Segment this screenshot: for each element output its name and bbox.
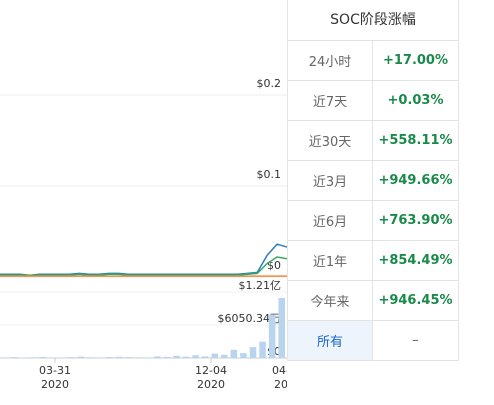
change-value: +763.90% xyxy=(378,213,453,228)
x-tick-label: 12-04 xyxy=(195,364,227,377)
change-value: +558.11% xyxy=(378,133,453,148)
volume-bar xyxy=(115,356,123,358)
period-label: 近6月 xyxy=(288,201,373,240)
volume-tick-label: $1.21亿 xyxy=(239,279,282,292)
period-label: 近3月 xyxy=(288,161,373,200)
volume-bar xyxy=(249,347,257,358)
volume-bar xyxy=(259,341,266,358)
change-value: +854.49% xyxy=(378,253,453,268)
volume-bar xyxy=(201,356,209,358)
y-tick-label: $0.1 xyxy=(257,168,282,181)
x-tick-label: 04-05 xyxy=(272,364,287,377)
period-label[interactable]: 所有 xyxy=(288,321,373,360)
volume-bar xyxy=(125,357,132,358)
volume-bar xyxy=(77,356,85,358)
volume-bar xyxy=(144,357,152,358)
table-row: 今年来 +946.45% xyxy=(288,281,458,321)
change-value: +17.00% xyxy=(382,53,449,68)
change-value: +949.66% xyxy=(378,173,453,188)
x-tick-year: 2020 xyxy=(41,378,69,391)
change-value: +0.03% xyxy=(387,93,444,108)
table-row: 近3月 +949.66% xyxy=(288,161,458,201)
table-row: 近6月 +763.90% xyxy=(288,201,458,241)
price-line xyxy=(0,256,287,276)
volume-bar xyxy=(278,298,285,358)
period-label: 近30天 xyxy=(288,121,373,160)
table-title: SOC阶段涨幅 xyxy=(288,0,458,41)
period-label: 近7天 xyxy=(288,81,373,120)
price-chart: $0.2$0.1$0$1.21亿$6050.34万$003-31202012-0… xyxy=(0,77,287,391)
volume-bar xyxy=(182,356,190,358)
period-change-table: SOC阶段涨幅 24小时 +17.00% 近7天 +0.03% 近30天 +558.11%… xyxy=(287,0,459,361)
volume-bar xyxy=(173,355,180,358)
volume-bar xyxy=(10,357,18,358)
x-tick-year: 2020 xyxy=(197,378,225,391)
volume-bar xyxy=(163,356,171,358)
volume-bar xyxy=(230,349,238,358)
period-label: 近1年 xyxy=(288,241,373,280)
table-row: 近30天 +558.11% xyxy=(288,121,458,161)
volume-bar xyxy=(96,357,104,358)
y-tick-label: $0 xyxy=(267,259,281,272)
volume-bar xyxy=(240,353,247,358)
change-value: – xyxy=(412,333,419,348)
table-row: 近1年 +854.49% xyxy=(288,241,458,281)
volume-bar xyxy=(192,355,199,358)
x-tick-label: 03-31 xyxy=(39,364,71,377)
volume-bar xyxy=(268,314,276,358)
volume-bar xyxy=(39,356,46,358)
period-label: 24小时 xyxy=(288,41,373,80)
volume-bar xyxy=(48,357,56,358)
volume-bar xyxy=(87,357,94,358)
volume-bar xyxy=(1,357,8,358)
table-row: 近7天 +0.03% xyxy=(288,81,458,121)
volume-bar xyxy=(134,357,142,358)
period-label: 今年来 xyxy=(288,281,373,320)
volume-bar xyxy=(154,356,161,358)
table-row: 24小时 +17.00% xyxy=(288,41,458,81)
change-value: +946.45% xyxy=(378,293,453,308)
volume-bar xyxy=(106,357,113,358)
volume-bar xyxy=(29,357,37,358)
volume-bar xyxy=(211,353,219,358)
volume-bar xyxy=(221,354,228,358)
x-tick-year: 2021 xyxy=(274,378,287,391)
table-row: 所有 – xyxy=(288,321,458,361)
y-tick-label: $0.2 xyxy=(257,77,282,90)
price-line xyxy=(0,243,287,276)
volume-tick-label: $6050.34万 xyxy=(218,312,282,325)
volume-bar xyxy=(67,357,75,358)
